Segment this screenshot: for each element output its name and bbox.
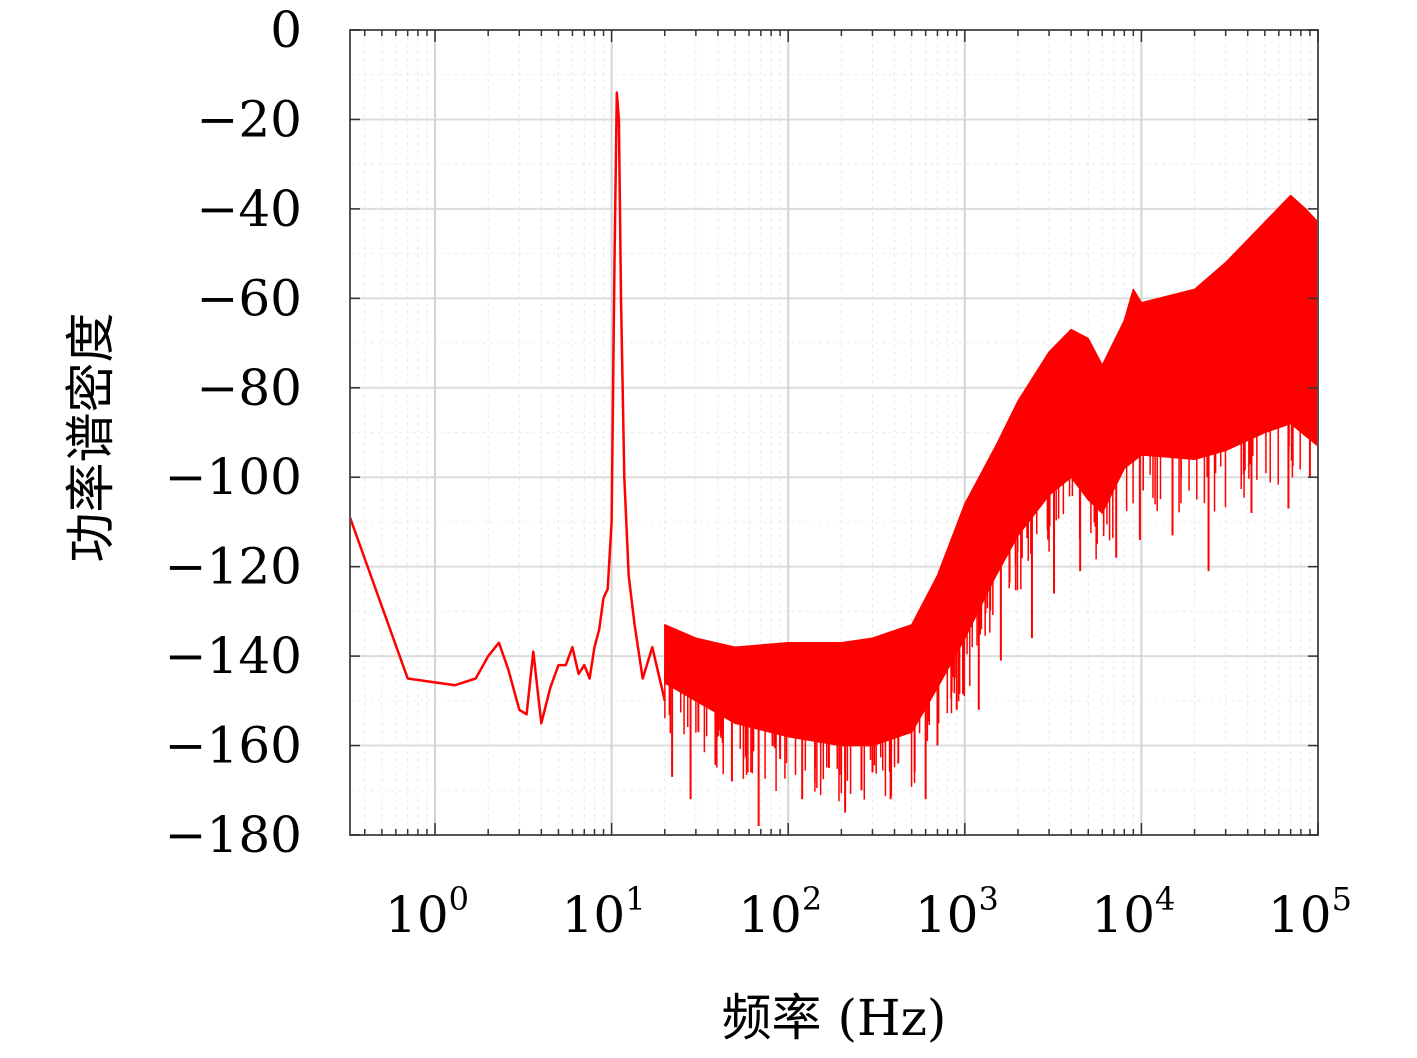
psd-band — [664, 194, 1319, 747]
x-axis-title: 频率 (Hz) — [722, 989, 947, 1047]
y-tick-label: −60 — [196, 269, 302, 327]
x-tick-label: 102 — [738, 880, 822, 944]
y-tick-label: −80 — [196, 359, 302, 417]
x-tick-label: 101 — [562, 880, 646, 944]
x-tick-label: 104 — [1091, 880, 1175, 944]
plot-area — [348, 91, 1319, 827]
x-tick-label: 105 — [1268, 880, 1352, 944]
y-tick-label: −20 — [196, 90, 302, 148]
y-tick-labels: 0 −20 −40 −60 −80 −100 −120 −140 −160 −180 — [165, 1, 302, 864]
plot-frame — [349, 29, 1319, 836]
y-tick-label: −140 — [165, 627, 302, 685]
y-tick-label: −160 — [165, 717, 302, 775]
tick-marks — [350, 29, 1319, 836]
y-tick-label: −180 — [165, 806, 302, 864]
x-tick-label: 103 — [915, 880, 999, 944]
y-tick-label: −120 — [165, 538, 302, 596]
y-tick-label: −40 — [196, 180, 302, 238]
grid — [350, 29, 1319, 836]
y-tick-label: −100 — [165, 448, 302, 506]
x-tick-labels: 100 101 102 103 104 105 — [385, 880, 1352, 944]
y-tick-label: 0 — [270, 1, 302, 59]
psd-line — [348, 91, 667, 725]
x-tick-label: 100 — [385, 880, 469, 944]
y-axis-title: 功率谱密度 — [62, 313, 120, 563]
